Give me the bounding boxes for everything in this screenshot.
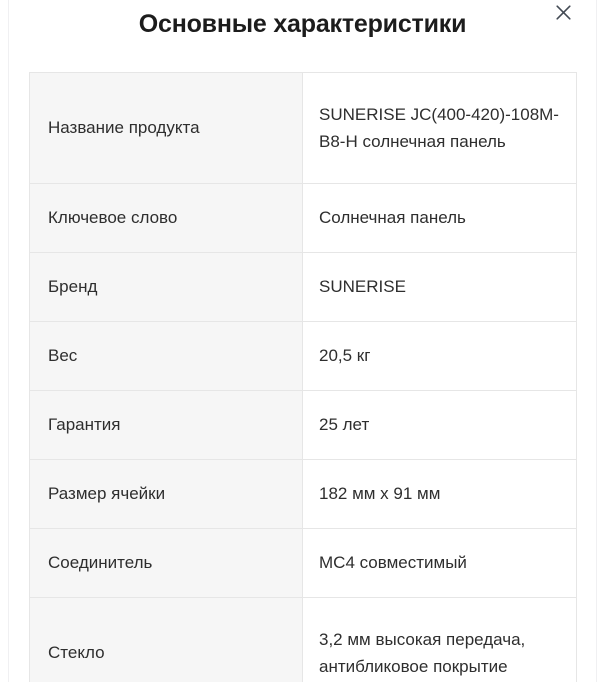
spec-value: 25 лет [302,390,577,460]
table-row: Ключевое слово Солнечная панель [29,183,577,253]
modal-right-edge [596,0,597,700]
spec-value: SUNERISE [302,252,577,322]
specifications-table: Название продукта SUNERISE JC(400-420)-1… [29,72,577,700]
modal-left-edge [8,0,9,700]
table-row: Соединитель MC4 совместимый [29,528,577,598]
spec-value: Солнечная панель [302,183,577,253]
table-row: Название продукта SUNERISE JC(400-420)-1… [29,72,577,184]
spec-value: MC4 совместимый [302,528,577,598]
table-row: Бренд SUNERISE [29,252,577,322]
close-button[interactable] [549,0,577,26]
close-icon [555,4,571,20]
table-row: Размер ячейки 182 мм x 91 мм [29,459,577,529]
spec-value: SUNERISE JC(400-420)-108M-B8-H солнечная… [302,72,577,184]
spec-label: Ключевое слово [29,183,303,253]
spec-label: Размер ячейки [29,459,303,529]
spec-label: Соединитель [29,528,303,598]
page-title: Основные характеристики [138,10,467,38]
table-row: Вес 20,5 кг [29,321,577,391]
spec-value: 182 мм x 91 мм [302,459,577,529]
spec-label: Название продукта [29,72,303,184]
viewport-bottom-cut [0,682,605,700]
modal-header: Основные характеристики [0,0,605,72]
spec-label: Гарантия [29,390,303,460]
table-row: Гарантия 25 лет [29,390,577,460]
specifications-table-body: Название продукта SUNERISE JC(400-420)-1… [29,72,577,700]
spec-label: Бренд [29,252,303,322]
spec-label: Вес [29,321,303,391]
spec-value: 20,5 кг [302,321,577,391]
